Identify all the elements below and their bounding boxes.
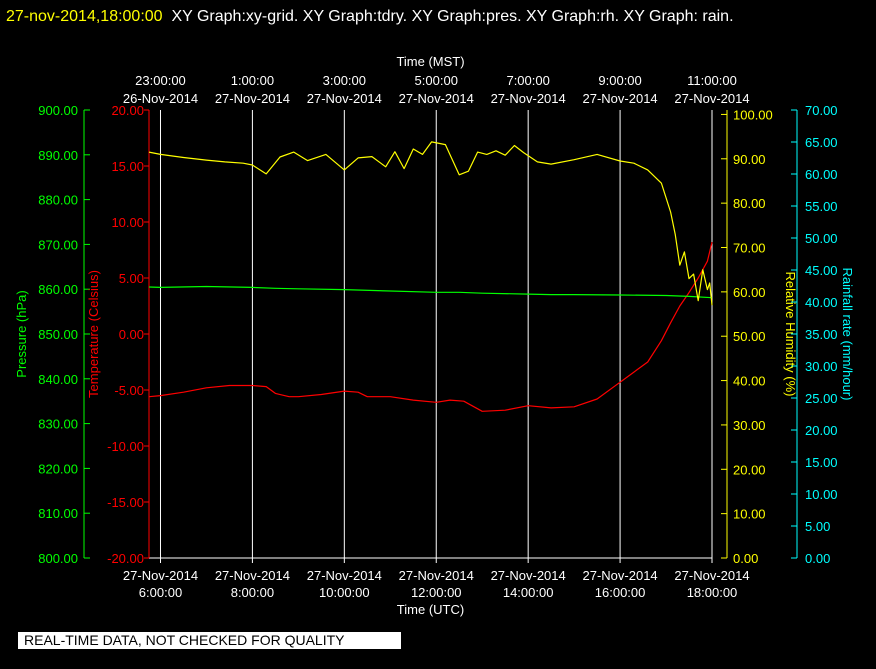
rainfall-tick-label: 30.00 [805, 359, 838, 374]
x-tick-label-top-time: 7:00:00 [506, 73, 549, 88]
humidity-tick-label: 100.00 [733, 107, 773, 122]
humidity-tick-label: 70.00 [733, 241, 766, 256]
temperature-tick-label: -20.00 [107, 551, 144, 566]
pressure-tick-label: 860.00 [38, 282, 78, 297]
rainfall-tick-label: 15.00 [805, 455, 838, 470]
x-tick-label-bottom-time: 16:00:00 [595, 585, 646, 600]
humidity-tick-label: 60.00 [733, 285, 766, 300]
rainfall-tick-label: 10.00 [805, 487, 838, 502]
chart-header: 27-nov-2014,18:00:00 XY Graph:xy-grid. X… [6, 2, 868, 31]
humidity-tick-label: 90.00 [733, 152, 766, 167]
temperature-series-line [148, 242, 713, 412]
x-tick-label-bottom-date: 27-Nov-2014 [674, 568, 749, 583]
x-tick-label-top-date: 27-Nov-2014 [583, 91, 658, 106]
humidity-tick-label: 10.00 [733, 507, 766, 522]
x-tick-label-bottom-time: 12:00:00 [411, 585, 462, 600]
x-tick-label-bottom-time: 10:00:00 [319, 585, 370, 600]
rainfall-tick-label: 70.00 [805, 103, 838, 118]
temperature-axis-title: Temperature (Celsius) [86, 270, 101, 398]
rainfall-tick-label: 55.00 [805, 199, 838, 214]
pressure-series-line [148, 285, 713, 299]
rainfall-tick-label: 60.00 [805, 167, 838, 182]
humidity-tick-label: 40.00 [733, 374, 766, 389]
pressure-tick-label: 870.00 [38, 237, 78, 252]
x-tick-label-bottom-time: 8:00:00 [231, 585, 274, 600]
x-tick-label-top-date: 27-Nov-2014 [491, 91, 566, 106]
x-tick-label-bottom-time: 18:00:00 [687, 585, 738, 600]
x-tick-label-top-date: 27-Nov-2014 [215, 91, 290, 106]
humidity-axis-title: Relative Humidity (%) [783, 272, 798, 397]
x-tick-label-top-date: 27-Nov-2014 [399, 91, 474, 106]
pressure-tick-label: 900.00 [38, 103, 78, 118]
rainfall-tick-label: 35.00 [805, 327, 838, 342]
timestamp: 27-nov-2014,18:00:00 [6, 8, 163, 25]
x-tick-label-bottom-date: 27-Nov-2014 [215, 568, 290, 583]
humidity-tick-label: 50.00 [733, 329, 766, 344]
x-tick-label-top-date: 27-Nov-2014 [307, 91, 382, 106]
temperature-tick-label: 0.00 [119, 327, 144, 342]
x-axis-bottom-title: Time (UTC) [397, 602, 464, 617]
humidity-tick-label: 20.00 [733, 462, 766, 477]
x-tick-label-bottom-date: 27-Nov-2014 [307, 568, 382, 583]
x-tick-label-top-time: 9:00:00 [598, 73, 641, 88]
quality-notice: REAL-TIME DATA, NOT CHECKED FOR QUALITY [18, 632, 401, 649]
rainfall-tick-label: 25.00 [805, 391, 838, 406]
x-tick-label-top-time: 5:00:00 [415, 73, 458, 88]
x-tick-label-bottom-date: 27-Nov-2014 [123, 568, 198, 583]
temperature-tick-label: -15.00 [107, 495, 144, 510]
x-tick-label-top-time: 3:00:00 [323, 73, 366, 88]
rainfall-tick-label: 50.00 [805, 231, 838, 246]
x-tick-label-top-time: 1:00:00 [231, 73, 274, 88]
pressure-tick-label: 820.00 [38, 461, 78, 476]
rainfall-tick-label: 40.00 [805, 295, 838, 310]
x-tick-label-top-time: 11:00:00 [687, 73, 737, 88]
humidity-tick-label: 0.00 [733, 551, 758, 566]
x-tick-label-top-date: 27-Nov-2014 [674, 91, 749, 106]
rainfall-axis-title: Rainfall rate (mm/hour) [840, 268, 855, 401]
pressure-tick-label: 800.00 [38, 551, 78, 566]
temperature-tick-label: 15.00 [111, 159, 144, 174]
temperature-tick-label: 20.00 [111, 103, 144, 118]
x-tick-label-top-date: 26-Nov-2014 [123, 91, 198, 106]
x-tick-label-top-time: 23:00:00 [135, 73, 186, 88]
rainfall-tick-label: 45.00 [805, 263, 838, 278]
rainfall-tick-label: 20.00 [805, 423, 838, 438]
x-tick-label-bottom-date: 27-Nov-2014 [491, 568, 566, 583]
x-tick-label-bottom-time: 14:00:00 [503, 585, 554, 600]
pressure-tick-label: 890.00 [38, 148, 78, 163]
pressure-tick-label: 830.00 [38, 417, 78, 432]
graph-titles: XY Graph:xy-grid. XY Graph:tdry. XY Grap… [171, 8, 734, 25]
rainfall-tick-label: 0.00 [805, 551, 830, 566]
x-tick-label-bottom-date: 27-Nov-2014 [399, 568, 474, 583]
rainfall-tick-label: 5.00 [805, 519, 830, 534]
pressure-axis-title: Pressure (hPa) [14, 290, 29, 377]
pressure-tick-label: 880.00 [38, 193, 78, 208]
temperature-tick-label: -10.00 [107, 439, 144, 454]
pressure-tick-label: 840.00 [38, 372, 78, 387]
x-axis-top-title: Time (MST) [396, 54, 464, 69]
humidity-tick-label: 30.00 [733, 418, 766, 433]
temperature-tick-label: 5.00 [119, 271, 144, 286]
temperature-tick-label: 10.00 [111, 215, 144, 230]
temperature-tick-label: -5.00 [114, 383, 144, 398]
humidity-tick-label: 80.00 [733, 196, 766, 211]
humidity-series-line [148, 141, 713, 306]
x-tick-label-bottom-time: 6:00:00 [139, 585, 182, 600]
x-tick-label-bottom-date: 27-Nov-2014 [583, 568, 658, 583]
rainfall-tick-label: 65.00 [805, 135, 838, 150]
pressure-tick-label: 810.00 [38, 506, 78, 521]
pressure-tick-label: 850.00 [38, 327, 78, 342]
